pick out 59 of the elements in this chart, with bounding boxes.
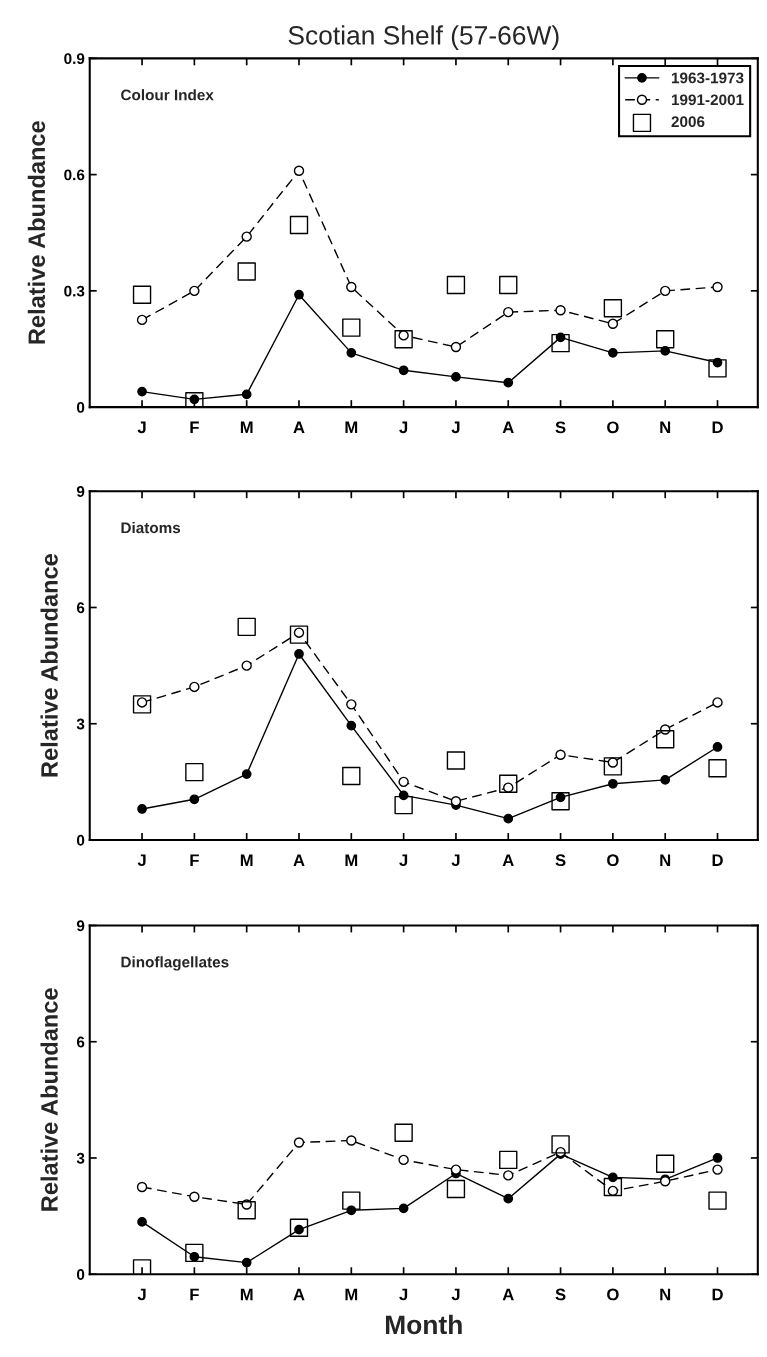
x-tick-label: J	[137, 854, 146, 867]
x-tick-label: J	[399, 421, 408, 434]
x-tick-label: M	[345, 421, 358, 434]
x-tick-label: M	[345, 854, 358, 866]
x-tick-label: A	[502, 1288, 514, 1301]
x-tick-label: D	[712, 854, 723, 866]
x-tick-label: N	[660, 1288, 671, 1301]
x-tick-label: D	[712, 421, 723, 434]
x-tick-label: A	[502, 421, 514, 434]
x-tick-label: O	[607, 1288, 619, 1301]
x-tick-label: M	[240, 421, 253, 434]
x-tick-label: J	[451, 854, 460, 867]
y-axis-title: Relative Abundance	[40, 554, 58, 777]
x-tick-label: J	[399, 1288, 408, 1301]
x-tick-label: F	[190, 421, 199, 434]
x-tick-label: J	[451, 421, 460, 434]
x-axis-title: Month	[385, 1314, 462, 1335]
x-tick-label: N	[660, 421, 671, 434]
y-tick-label: 0.3	[64, 285, 85, 297]
y-tick-label: 6	[76, 1036, 85, 1048]
chart-title: Scotian Shelf (57-66W)	[288, 25, 559, 50]
legend-label: 2006	[671, 116, 705, 128]
y-axis-title: Relative Abundance	[40, 988, 58, 1211]
x-tick-label: J	[451, 1288, 460, 1301]
x-tick-label: A	[293, 854, 305, 866]
x-tick-label: F	[190, 1288, 199, 1301]
x-tick-label: M	[345, 1288, 358, 1301]
x-tick-label: J	[137, 1288, 146, 1301]
annotation: Colour Index	[121, 89, 214, 101]
y-tick-label: 9	[76, 920, 85, 932]
y-tick-label: 0	[76, 1269, 85, 1280]
y-tick-label: 0	[76, 834, 85, 846]
annotation: Diatoms	[121, 522, 181, 534]
x-tick-label: M	[240, 1288, 253, 1301]
x-tick-label: A	[293, 1288, 305, 1301]
x-tick-label: A	[293, 421, 305, 434]
x-tick-label: J	[137, 421, 146, 434]
annotation: Dinoflagellates	[121, 956, 229, 971]
y-axis-title: Relative Abundance	[27, 121, 46, 344]
y-tick-label: 0.6	[64, 169, 85, 181]
x-tick-label: S	[555, 1288, 566, 1301]
y-tick-label: 0.9	[64, 53, 85, 65]
x-tick-label: O	[607, 421, 619, 434]
x-tick-label: O	[607, 854, 619, 867]
y-tick-label: 0	[76, 401, 85, 413]
y-tick-label: 6	[76, 602, 85, 614]
y-tick-label: 3	[76, 1152, 85, 1164]
y-tick-label: 9	[76, 486, 85, 497]
x-tick-label: D	[712, 1288, 723, 1301]
x-tick-label: A	[502, 854, 514, 866]
x-tick-label: N	[660, 854, 671, 866]
legend-label: 1991-2001	[671, 94, 744, 106]
y-tick-label: 3	[76, 718, 85, 730]
x-tick-label: F	[190, 854, 199, 866]
x-tick-label: S	[555, 421, 566, 434]
legend-label: 1963-1973	[671, 72, 744, 84]
x-tick-label: M	[240, 854, 253, 866]
x-tick-label: J	[399, 854, 408, 867]
x-tick-label: S	[555, 854, 566, 867]
